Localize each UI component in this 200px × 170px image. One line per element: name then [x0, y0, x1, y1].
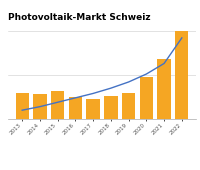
Bar: [69, 97, 82, 119]
Bar: [140, 77, 153, 119]
Bar: [104, 96, 118, 119]
Bar: [33, 94, 47, 119]
Bar: [51, 91, 64, 119]
Bar: [122, 92, 135, 119]
Bar: [175, 31, 188, 119]
Text: Photovoltaik-Markt Schweiz: Photovoltaik-Markt Schweiz: [8, 13, 151, 22]
Bar: [86, 99, 100, 119]
Bar: [157, 59, 171, 119]
Bar: [16, 92, 29, 119]
